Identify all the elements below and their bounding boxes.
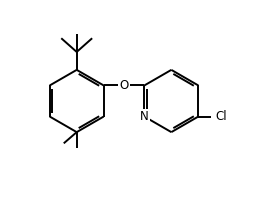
Text: O: O (119, 79, 129, 92)
Text: N: N (140, 110, 149, 123)
Text: Cl: Cl (215, 110, 227, 123)
